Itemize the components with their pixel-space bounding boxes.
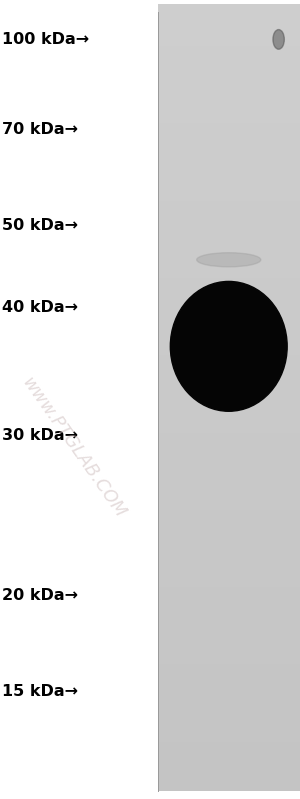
Bar xyxy=(158,4,300,791)
Text: 100 kDa→: 100 kDa→ xyxy=(2,33,88,47)
Text: 40 kDa→: 40 kDa→ xyxy=(2,300,77,315)
Text: 30 kDa→: 30 kDa→ xyxy=(2,428,77,443)
Text: www.PTGLAB.COM: www.PTGLAB.COM xyxy=(18,374,129,521)
Text: 20 kDa→: 20 kDa→ xyxy=(2,588,77,602)
Text: 15 kDa→: 15 kDa→ xyxy=(2,684,77,698)
Text: 70 kDa→: 70 kDa→ xyxy=(2,122,77,137)
Text: 50 kDa→: 50 kDa→ xyxy=(2,218,77,233)
